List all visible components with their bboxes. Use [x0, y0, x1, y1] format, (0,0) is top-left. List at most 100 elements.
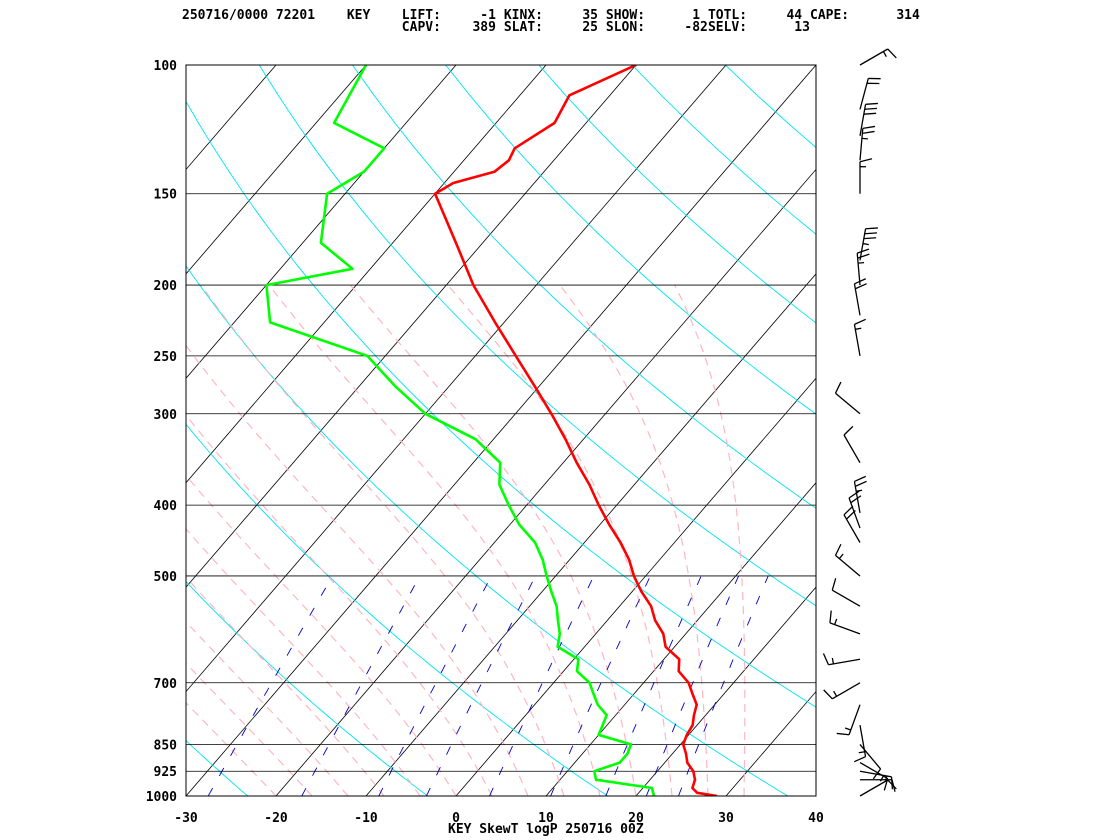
- moist-adiabat-line: [186, 701, 277, 796]
- dry-adiabat-line: [186, 739, 249, 796]
- plot-frame: [185, 64, 817, 797]
- isotherm-line: [186, 65, 816, 796]
- isotherm-line: [186, 65, 277, 171]
- wind-barb-full: [863, 237, 877, 240]
- wind-barb-full: [864, 232, 878, 235]
- wind-barb-full: [822, 653, 830, 666]
- wind-barb-full: [862, 125, 876, 130]
- pressure-tick-label: 850: [154, 738, 178, 753]
- wind-barb-half: [861, 137, 868, 140]
- dry-adiabat-line: [186, 265, 789, 796]
- wind-barb-full: [834, 543, 842, 556]
- isotherm-line: [725, 690, 816, 796]
- dry-adiabat-line: [912, 65, 1120, 812]
- header-line2-field-7: 13: [794, 20, 810, 35]
- temperature-tick-label: 40: [808, 811, 824, 826]
- header-line2-field-4: SLON:: [605, 20, 646, 35]
- wind-barb-full: [836, 732, 850, 736]
- header-line2-field-6: SELV:: [707, 20, 748, 35]
- wind-barb-full: [857, 253, 870, 259]
- temperature-tick-label: 20: [628, 811, 644, 826]
- moist-adiabat-line: [447, 284, 673, 796]
- wind-barb-staff: [859, 78, 869, 110]
- temperature-tick-label: -20: [264, 811, 288, 826]
- background-grid: [0, 65, 1120, 812]
- dry-adiabat-line: [186, 100, 816, 708]
- mixing-ratio-line: [489, 575, 595, 796]
- wind-barb-staff: [859, 128, 864, 161]
- wind-barb-staff: [831, 589, 861, 607]
- wind-barb-staff: [859, 48, 889, 66]
- header-line1-field-5: 35: [582, 8, 598, 23]
- wind-barb-half: [856, 489, 863, 492]
- moist-adiabat-line: [186, 620, 349, 796]
- mixing-ratio-line: [605, 575, 702, 796]
- pressure-tick-label: 300: [154, 408, 178, 423]
- wind-barb-staff: [843, 434, 861, 464]
- header-line2-field-2: SLAT:: [503, 20, 543, 35]
- wind-barb-full: [843, 505, 854, 516]
- dry-adiabat-line: [631, 65, 816, 235]
- header-line2-field-3: 25: [582, 20, 598, 35]
- wind-barbs: [822, 48, 897, 797]
- wind-barb-half: [838, 553, 844, 560]
- wind-barb-staff: [859, 104, 867, 136]
- wind-barb-full: [887, 48, 897, 59]
- moist-adiabat-line: [186, 576, 385, 796]
- moist-adiabat-line: [186, 474, 457, 796]
- wind-barb-full: [890, 776, 894, 790]
- header-line1-field-3: -1: [480, 8, 496, 23]
- mixing-ratio-line: [207, 575, 333, 796]
- mixing-ratio-line: [378, 575, 492, 796]
- temperature-tick-label: 10: [538, 811, 554, 826]
- dry-adiabat-line: [258, 65, 816, 607]
- wind-barb-full: [823, 689, 833, 700]
- dewpoint-profile: [265, 65, 656, 796]
- wind-barb-half: [884, 775, 888, 782]
- pressure-tick-label: 500: [154, 570, 178, 585]
- wind-barb-staff: [853, 324, 861, 357]
- moist-adiabat-line: [186, 528, 421, 796]
- sounding-header: 250716/0000 72201 KEY LIFT: -1 KINX: 35 SHOW: 1…: [0, 0, 1120, 50]
- isotherm-line: [186, 65, 547, 484]
- wind-barb-staff: [859, 779, 889, 797]
- pressure-tick-label: 150: [154, 188, 178, 203]
- isotherm-line: [455, 377, 816, 796]
- wind-barb-half: [858, 261, 865, 264]
- moist-adiabat-line: [349, 284, 637, 796]
- wind-barb-half: [844, 727, 851, 731]
- wind-barb-half: [879, 775, 884, 782]
- mixing-ratio-lines: [207, 575, 769, 796]
- header-line1-field-7: 1: [692, 8, 701, 23]
- pressure-tick-label: 250: [154, 350, 178, 365]
- wind-barb-half: [882, 51, 887, 58]
- wind-barb-full: [855, 480, 867, 487]
- wind-barb-staff: [848, 497, 861, 529]
- moist-adiabat-line: [200, 284, 565, 796]
- wind-barb-full: [848, 490, 860, 499]
- header-line1-field-9: 44: [786, 8, 803, 23]
- pressure-tick-label: 700: [154, 677, 178, 692]
- wind-barb-full: [854, 475, 867, 483]
- isotherm-line: [186, 65, 457, 379]
- pressure-tick-labels: 100 150 200 250 300 400 500 700 850 925 1000: [146, 59, 177, 805]
- isotherm-line: [186, 65, 367, 275]
- wind-barb-full: [864, 107, 878, 110]
- wind-barb-half: [834, 618, 838, 625]
- header-line1-field-4: KINX:: [503, 8, 543, 23]
- pressure-tick-label: 1000: [146, 790, 177, 805]
- sounding-profiles: [265, 65, 718, 796]
- moist-adiabat-line: [674, 284, 746, 796]
- isotherm-line: [0, 65, 6, 796]
- wind-barb-staff: [859, 725, 867, 757]
- wind-barb-full: [862, 130, 875, 135]
- header-line1-field-8: TOTL:: [707, 8, 748, 23]
- wind-barb-full: [872, 768, 882, 780]
- moist-adiabat-line: [186, 662, 313, 796]
- header-line2-field-1: 389: [472, 20, 496, 35]
- mixing-ratio-line: [550, 575, 651, 796]
- wind-barb-staff: [859, 761, 889, 780]
- wind-barb-staff: [859, 743, 882, 770]
- moist-adiabat-line: [268, 284, 601, 796]
- chart-caption: KEY SkewT logP 250716 00Z: [448, 822, 644, 837]
